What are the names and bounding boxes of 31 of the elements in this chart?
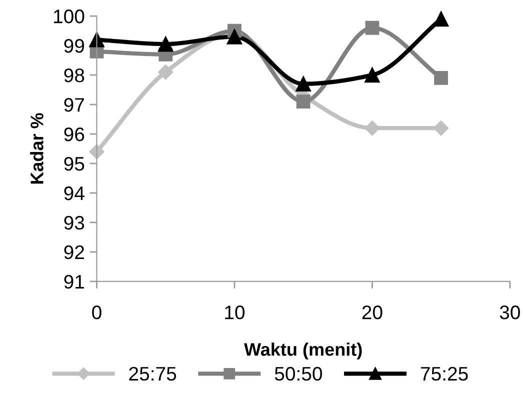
x-tick-label: 30 bbox=[500, 306, 520, 320]
point bbox=[365, 20, 380, 35]
point bbox=[433, 11, 449, 27]
point bbox=[158, 36, 174, 52]
point bbox=[296, 76, 311, 92]
y-tick-label: 96 bbox=[64, 127, 84, 142]
x-tick-label: 20 bbox=[362, 306, 382, 320]
legend-label: 75:25 bbox=[420, 366, 468, 381]
point bbox=[296, 94, 310, 109]
y-tick-label: 92 bbox=[64, 245, 84, 260]
point bbox=[158, 64, 174, 80]
legend-label: 50:50 bbox=[274, 366, 322, 381]
y-tick-label: 99 bbox=[64, 39, 84, 53]
y-tick-label: 98 bbox=[64, 68, 84, 82]
x-tick-label: 0 bbox=[92, 306, 102, 320]
y-axis-title: Kadar % bbox=[30, 113, 44, 184]
y-tick-label: 100 bbox=[54, 10, 84, 24]
point bbox=[364, 67, 380, 83]
legend-label: 25:75 bbox=[129, 366, 176, 381]
point bbox=[433, 120, 449, 136]
point bbox=[89, 32, 104, 48]
point bbox=[434, 71, 448, 85]
y-tick-label: 97 bbox=[64, 98, 84, 112]
x-axis-title: Waktu (menit) bbox=[244, 342, 362, 360]
y-tick-label: 95 bbox=[64, 156, 84, 171]
point bbox=[364, 120, 380, 136]
y-tick-label: 91 bbox=[64, 274, 84, 289]
y-tick-label: 94 bbox=[64, 186, 84, 200]
point bbox=[226, 29, 242, 44]
y-tick-label: 93 bbox=[64, 216, 84, 230]
x-tick-label: 10 bbox=[225, 306, 245, 320]
